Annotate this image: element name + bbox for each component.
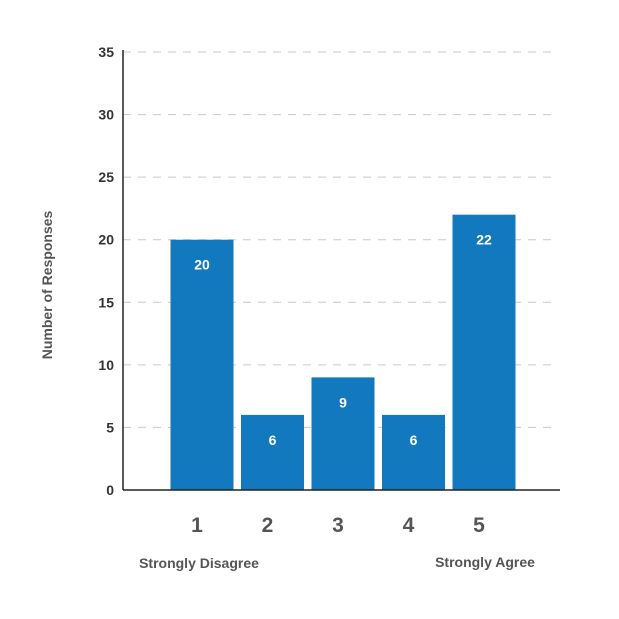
x-tick-labels: 1 2 3 4 5	[191, 514, 485, 537]
bar-5	[452, 214, 516, 490]
y-tick-label: 10	[98, 357, 114, 373]
y-tick-label: 35	[98, 44, 114, 60]
y-tick-label: 30	[98, 107, 114, 123]
x-tick-label: 5	[473, 514, 485, 537]
y-axis-label: Number of Responses	[39, 210, 55, 359]
y-tick-label: 15	[98, 294, 114, 310]
x-tick-label: 3	[332, 514, 344, 537]
y-tick-labels: 0 5 10 15 20 25 30 35	[98, 44, 114, 498]
x-tick-label: 1	[191, 514, 203, 537]
y-tick-label: 25	[98, 169, 114, 185]
scale-anchor-low: Strongly Disagree	[139, 555, 259, 571]
data-label: 22	[476, 232, 492, 248]
data-label: 6	[410, 432, 418, 448]
bar-2	[241, 414, 304, 490]
x-tick-label: 2	[262, 514, 274, 537]
data-labels: 20 6 9 6 22	[194, 232, 492, 448]
bar-4	[382, 414, 445, 490]
scale-anchor-high: Strongly Agree	[435, 554, 535, 570]
bar-3	[311, 377, 375, 490]
y-tick-label: 5	[106, 419, 114, 435]
axes	[122, 50, 560, 491]
data-label: 20	[194, 257, 210, 273]
y-tick-label: 0	[106, 482, 114, 498]
bars	[170, 214, 516, 490]
data-label: 6	[269, 432, 277, 448]
bar-1	[170, 239, 234, 490]
x-tick-label: 4	[403, 514, 415, 537]
data-label: 9	[339, 394, 347, 410]
y-tick-label: 20	[98, 232, 114, 248]
